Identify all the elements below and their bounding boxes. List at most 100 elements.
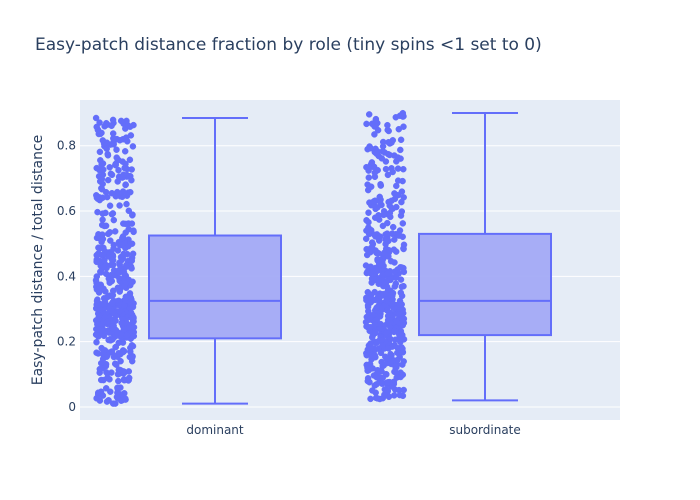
data-point bbox=[375, 234, 383, 242]
data-point bbox=[383, 371, 390, 378]
data-point bbox=[392, 274, 400, 281]
data-point bbox=[122, 293, 130, 301]
data-point bbox=[102, 222, 110, 230]
box-subordinate bbox=[418, 232, 552, 337]
data-point bbox=[367, 144, 374, 152]
data-point bbox=[377, 349, 385, 357]
data-point bbox=[95, 289, 103, 296]
data-point bbox=[93, 279, 100, 287]
y-tick-label: 0.2 bbox=[57, 335, 76, 349]
data-point bbox=[379, 271, 386, 278]
data-point bbox=[113, 329, 121, 336]
data-point bbox=[93, 123, 100, 131]
data-point bbox=[94, 350, 102, 357]
data-point bbox=[106, 202, 114, 209]
data-point bbox=[392, 318, 400, 325]
data-point bbox=[118, 256, 125, 264]
data-point bbox=[368, 275, 376, 282]
data-point bbox=[397, 136, 405, 144]
data-point bbox=[399, 321, 407, 329]
data-point bbox=[121, 282, 128, 290]
data-point bbox=[130, 227, 137, 234]
data-point bbox=[128, 254, 136, 262]
data-point bbox=[369, 387, 376, 394]
data-point bbox=[366, 346, 374, 353]
data-point bbox=[367, 226, 375, 234]
data-point bbox=[371, 169, 379, 176]
data-point bbox=[97, 376, 105, 384]
data-point bbox=[391, 327, 398, 335]
data-point bbox=[121, 148, 129, 155]
data-point bbox=[109, 325, 116, 332]
y-tick-label: 0.4 bbox=[57, 269, 76, 283]
data-point bbox=[95, 389, 102, 396]
data-point bbox=[97, 244, 105, 252]
y-tick-label: 0.6 bbox=[57, 204, 76, 218]
data-point bbox=[93, 194, 101, 202]
data-point bbox=[381, 391, 388, 398]
data-point bbox=[108, 277, 116, 285]
data-point bbox=[372, 329, 379, 337]
y-tick-label: 0.8 bbox=[57, 139, 76, 153]
data-point bbox=[128, 265, 135, 272]
data-point bbox=[93, 273, 101, 280]
data-point bbox=[104, 230, 112, 238]
data-point bbox=[129, 143, 137, 150]
data-point bbox=[107, 388, 114, 395]
data-point bbox=[365, 167, 372, 174]
data-point bbox=[104, 150, 111, 158]
data-point bbox=[391, 190, 398, 197]
data-point bbox=[103, 193, 111, 201]
data-point bbox=[382, 329, 390, 337]
data-point bbox=[384, 121, 391, 129]
data-point bbox=[93, 338, 100, 346]
data-point bbox=[397, 146, 404, 154]
box-dominant bbox=[148, 234, 282, 340]
data-point bbox=[365, 174, 373, 181]
data-point bbox=[112, 400, 119, 407]
data-point bbox=[399, 220, 407, 227]
data-point bbox=[109, 210, 117, 217]
data-point bbox=[386, 209, 394, 217]
data-point bbox=[116, 288, 123, 295]
data-point bbox=[112, 317, 119, 324]
data-point bbox=[122, 181, 129, 189]
data-point bbox=[387, 335, 394, 343]
data-point bbox=[101, 256, 108, 264]
x-tick-labels: dominant subordinate bbox=[186, 423, 520, 437]
data-point bbox=[118, 319, 125, 327]
data-point bbox=[362, 235, 370, 243]
data-point bbox=[129, 353, 136, 361]
data-point bbox=[111, 228, 119, 235]
data-point bbox=[108, 256, 116, 264]
data-point bbox=[108, 171, 116, 179]
data-point bbox=[98, 186, 106, 193]
data-point bbox=[103, 398, 111, 405]
data-point bbox=[371, 131, 378, 138]
data-point bbox=[398, 292, 406, 300]
data-point bbox=[96, 397, 104, 404]
data-point bbox=[128, 220, 136, 227]
data-point bbox=[100, 332, 108, 340]
data-point bbox=[113, 154, 120, 161]
data-point bbox=[367, 340, 374, 347]
data-point bbox=[95, 312, 103, 319]
data-point bbox=[364, 364, 371, 371]
data-point bbox=[398, 283, 406, 290]
data-point bbox=[99, 216, 106, 223]
data-point bbox=[370, 199, 377, 206]
data-point bbox=[102, 209, 109, 217]
data-point bbox=[363, 120, 370, 128]
data-point bbox=[367, 183, 375, 190]
data-point bbox=[118, 174, 126, 181]
data-point bbox=[109, 130, 117, 137]
data-point bbox=[383, 283, 391, 291]
data-point bbox=[397, 212, 405, 219]
data-point bbox=[385, 247, 393, 254]
data-point bbox=[388, 139, 395, 146]
data-point bbox=[388, 165, 395, 172]
data-point bbox=[116, 308, 123, 315]
data-point bbox=[377, 293, 384, 300]
data-point bbox=[100, 166, 107, 173]
data-point bbox=[107, 292, 115, 299]
